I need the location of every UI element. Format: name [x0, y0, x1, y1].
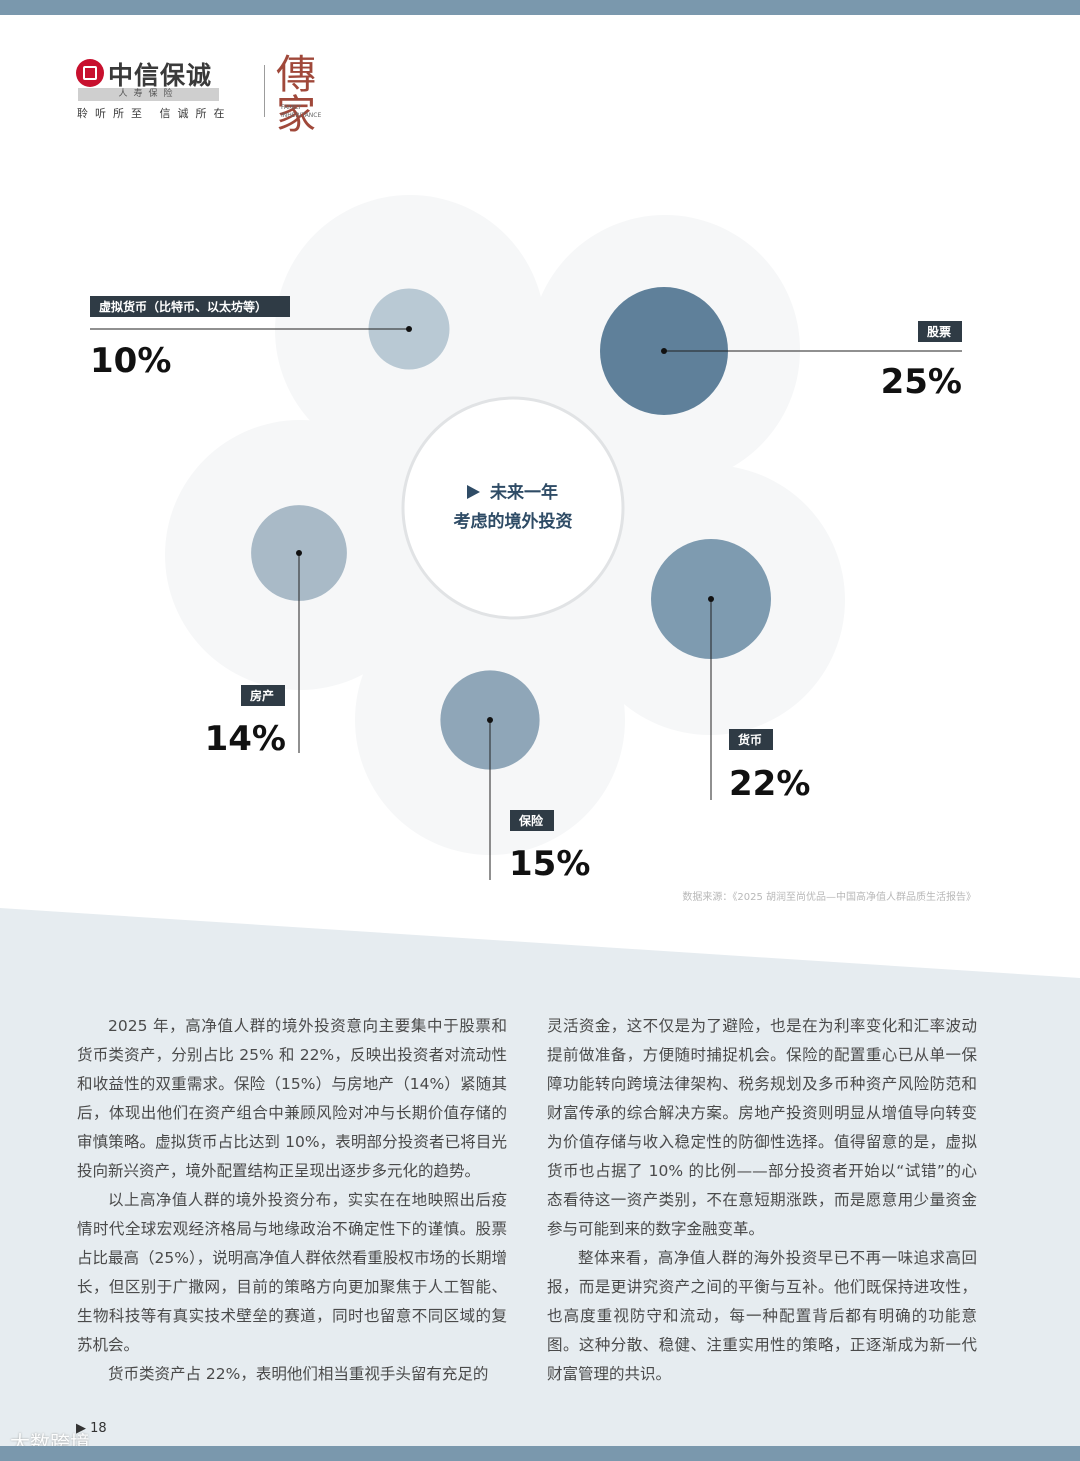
- article-paragraph: 2025 年，高净值人群的境外投资意向主要集中于股票和货币类资产，分别占比 25…: [77, 1017, 507, 1180]
- chart-title-line1: 未来一年: [489, 482, 558, 503]
- category-tag-bg-0: [90, 296, 290, 317]
- category-label-1: 股票: [927, 324, 951, 339]
- article-paragraph: 整体来看，高净值人群的海外投资早已不再一味追求高回报，而是更讲究资产之间的平衡与…: [547, 1249, 977, 1383]
- category-label-3: 货币: [738, 732, 762, 747]
- bubble-center-dot-3: [708, 596, 714, 602]
- chuanjia-subtitle-line2: INHERITANCE: [281, 112, 322, 119]
- chuanjia-logo: 傳家: [276, 52, 316, 138]
- category-tag-bg-2: [241, 685, 285, 706]
- chuanjia-subtitle-line1: FAMILY: [281, 104, 302, 111]
- article-right-column: 灵活资金，这不仅是为了避险，也是在为利率变化和汇率波动提前做准备，方便随时捕捉机…: [547, 1012, 977, 1389]
- chart-title-line2: 考虑的境外投资: [453, 511, 573, 532]
- play-arrow-icon: [467, 485, 480, 499]
- article-paragraph: 灵活资金，这不仅是为了避险，也是在为利率变化和汇率波动提前做准备，方便随时捕捉机…: [547, 1017, 977, 1238]
- brand-logo: 中信保诚 人寿保险 聆听所至 信诚所在 傳家 FAMILY INHERITANC…: [74, 55, 354, 135]
- bottom-accent-bar: [0, 1446, 1080, 1461]
- value-label-2: 14%: [205, 719, 286, 759]
- chuanjia-subtitle: FAMILY INHERITANCE: [281, 104, 321, 120]
- bubble-center-dot-1: [661, 348, 667, 354]
- bubble-center-dot-2: [296, 550, 302, 556]
- article-left-column: 2025 年，高净值人群的境外投资意向主要集中于股票和货币类资产，分别占比 25…: [77, 1012, 507, 1389]
- value-label-4: 15%: [509, 844, 590, 884]
- logo-divider: [264, 65, 265, 117]
- page-number: ▶ 18: [76, 1421, 107, 1436]
- bubble-center-dot-0: [406, 326, 412, 332]
- value-label-0: 10%: [90, 341, 171, 381]
- brand-name: 中信保诚: [108, 61, 213, 90]
- category-tag-bg-1: [918, 321, 962, 342]
- data-source: 数据来源：《2025 胡润至尚优品—中国高净值人群品质生活报告》: [682, 892, 976, 903]
- brand-subtitle: 人寿保险: [78, 88, 219, 101]
- article-paragraph: 以上高净值人群的境外投资分布，实实在在地映照出后疫情时代全球宏观经济格局与地缘政…: [77, 1191, 507, 1354]
- value-label-1: 25%: [881, 362, 962, 402]
- category-label-4: 保险: [518, 813, 544, 828]
- bubble-center-dot-4: [487, 717, 493, 723]
- grey-background-band: [0, 908, 1080, 1461]
- category-tag-bg-4: [510, 810, 554, 831]
- citic-logo-icon: [76, 59, 104, 87]
- center-disc: [401, 396, 625, 620]
- article-paragraph: 货币类资产占 22%，表明他们相当重视手头留有充足的: [108, 1365, 489, 1383]
- category-label-0: 虚拟货币（比特币、以太坊等）: [99, 299, 267, 314]
- value-label-3: 22%: [729, 764, 810, 804]
- category-label-2: 房产: [250, 688, 274, 703]
- top-accent-bar: [0, 0, 1080, 15]
- category-tag-bg-3: [729, 729, 773, 750]
- brand-slogan: 聆听所至 信诚所在: [77, 107, 232, 120]
